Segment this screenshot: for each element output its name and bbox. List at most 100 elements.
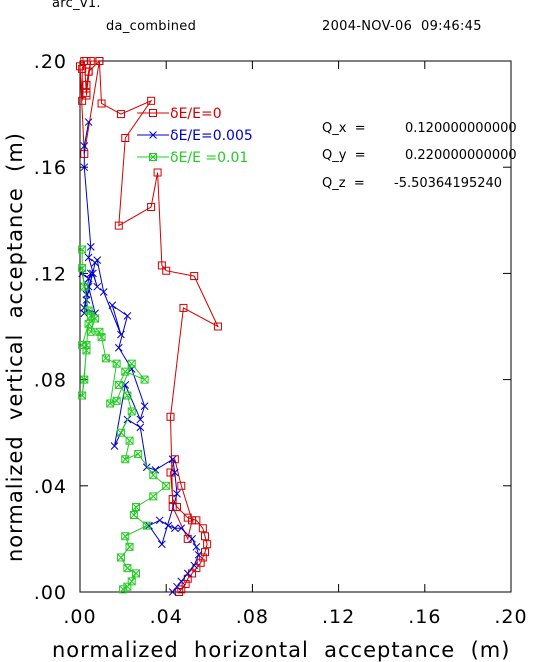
data-point xyxy=(86,242,95,251)
data-point xyxy=(80,375,89,384)
data-point xyxy=(127,359,136,368)
data-point xyxy=(116,110,125,119)
plot-frame xyxy=(79,60,512,593)
data-point xyxy=(121,455,130,464)
data-point xyxy=(84,319,93,328)
data-point xyxy=(86,269,95,278)
legend-label: δE/E =0.01 xyxy=(170,150,248,166)
x-tick-label: .00 xyxy=(63,606,96,628)
data-point xyxy=(183,513,192,522)
data-point xyxy=(129,511,138,520)
legend-label: δE/E=0.005 xyxy=(170,128,253,144)
data-point xyxy=(145,521,153,530)
data-point xyxy=(101,354,110,363)
timestamp: 2004-NOV-06 09:46:45 xyxy=(322,19,482,34)
data-point xyxy=(164,521,173,530)
data-point xyxy=(192,564,201,573)
data-point xyxy=(121,532,130,541)
data-point xyxy=(127,407,136,416)
y-axis-title: normalized vertical acceptance (m) xyxy=(3,132,27,562)
param-qz-label: Q_z = xyxy=(322,176,365,191)
data-point xyxy=(91,314,100,323)
data-point xyxy=(82,346,91,355)
x-tick-label: .08 xyxy=(236,606,269,628)
data-point xyxy=(170,524,179,533)
data-point xyxy=(136,415,145,424)
file-name: da_combined xyxy=(106,19,197,34)
legend-entry: δE/E =0.01 xyxy=(137,150,248,166)
param-qx-value: 0.120000000000 xyxy=(405,121,517,136)
data-point xyxy=(86,57,95,65)
y-tick-label: .12 xyxy=(34,263,67,285)
data-point xyxy=(177,585,186,594)
data-point xyxy=(80,304,89,312)
data-point xyxy=(173,489,181,498)
y-tick-label: .16 xyxy=(34,157,67,179)
data-point xyxy=(155,516,164,525)
data-point xyxy=(140,375,149,384)
data-point xyxy=(117,330,125,339)
data-point xyxy=(95,57,104,65)
data-point xyxy=(147,96,156,105)
data-point xyxy=(76,62,84,71)
legend: δE/E=0 δE/E=0.005 δE/E =0.01 xyxy=(137,106,253,166)
data-point xyxy=(123,582,132,591)
data-point xyxy=(168,503,177,512)
series-3 xyxy=(78,245,171,594)
data-point xyxy=(134,449,143,458)
data-point xyxy=(173,582,181,591)
data-point xyxy=(106,399,115,408)
data-point xyxy=(177,524,186,533)
data-point xyxy=(170,455,179,464)
data-point xyxy=(82,91,91,100)
data-point xyxy=(82,57,91,65)
legend-entry: δE/E=0.005 xyxy=(137,128,253,144)
series-line xyxy=(81,122,200,593)
data-point xyxy=(110,442,119,450)
data-point xyxy=(119,585,128,594)
data-point xyxy=(78,341,87,350)
param-qx-label: Q_x = xyxy=(322,121,366,136)
data-point xyxy=(190,561,199,570)
data-point xyxy=(78,264,87,273)
data-point xyxy=(91,258,99,267)
data-point xyxy=(177,577,186,586)
data-point xyxy=(168,455,177,464)
data-point xyxy=(114,343,123,352)
data-point xyxy=(95,327,104,336)
data-point xyxy=(99,288,108,296)
data-point xyxy=(82,80,91,89)
param-qz-value: -5.50364195240 xyxy=(394,176,503,191)
data-point xyxy=(170,468,179,477)
data-point xyxy=(89,269,97,278)
data-point xyxy=(203,540,212,549)
data-point xyxy=(198,553,207,562)
data-point xyxy=(82,290,91,299)
data-point xyxy=(168,495,177,504)
x-tick-label: .04 xyxy=(150,606,183,628)
data-point xyxy=(190,272,199,281)
data-point xyxy=(86,327,95,336)
x-axis-title: normalized horizontal acceptance (m) xyxy=(52,638,511,662)
data-point xyxy=(78,391,87,400)
data-point xyxy=(162,481,171,490)
series-line xyxy=(79,59,219,593)
y-tick-label: .00 xyxy=(34,582,67,604)
legend-marker xyxy=(149,109,157,117)
data-point xyxy=(123,564,132,573)
data-point xyxy=(97,99,106,108)
y-tick-label: .08 xyxy=(34,370,67,392)
x-tick-label: .16 xyxy=(408,606,441,628)
data-point xyxy=(192,543,201,551)
data-point xyxy=(168,588,177,596)
legend-marker xyxy=(149,153,157,161)
data-point xyxy=(121,133,130,142)
data-point xyxy=(116,428,125,437)
x-tick-label: .12 xyxy=(322,606,355,628)
data-point xyxy=(183,534,192,543)
data-point xyxy=(166,412,175,421)
data-point xyxy=(198,524,207,533)
data-point xyxy=(125,542,134,551)
data-point xyxy=(127,577,136,586)
series-1 xyxy=(76,57,222,596)
